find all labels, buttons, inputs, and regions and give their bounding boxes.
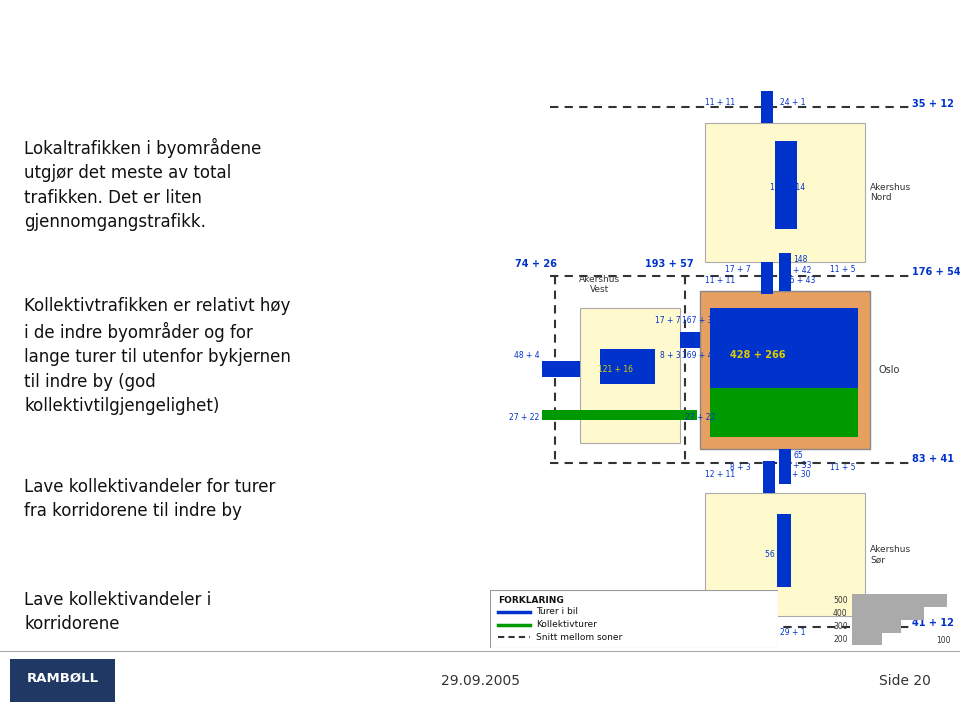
Text: Akershus
Sør: Akershus Sør <box>871 545 911 564</box>
Bar <box>775 141 797 229</box>
Bar <box>852 607 924 620</box>
Text: 29.09.2005: 29.09.2005 <box>441 674 519 688</box>
Bar <box>780 253 791 291</box>
Text: 172 + 14: 172 + 14 <box>770 183 805 193</box>
Text: 29 + 1: 29 + 1 <box>780 628 805 637</box>
Text: 27 + 22: 27 + 22 <box>510 413 540 422</box>
Text: Akershus
Nord: Akershus Nord <box>871 183 911 202</box>
Bar <box>852 620 901 633</box>
Bar <box>680 332 700 348</box>
Text: 83 + 41: 83 + 41 <box>912 455 954 464</box>
Text: Lave kollektivandeler for turer
fra korridorene til indre by: Lave kollektivandeler for turer fra korr… <box>24 478 276 520</box>
Bar <box>705 493 865 616</box>
Bar <box>580 309 680 443</box>
Text: 300: 300 <box>833 622 848 631</box>
Text: FORKLARING: FORKLARING <box>498 595 564 605</box>
Text: Lokaltrafikken i byområdene
utgjør det meste av total
trafikken. Det er liten
gj: Lokaltrafikken i byområdene utgjør det m… <box>24 138 261 231</box>
Bar <box>710 388 858 437</box>
Bar <box>710 309 858 388</box>
Bar <box>777 515 791 587</box>
Text: 148
+ 42: 148 + 42 <box>793 256 811 275</box>
Text: 193 + 57: 193 + 57 <box>645 259 693 269</box>
Text: RAMBØLL: RAMBØLL <box>26 671 99 685</box>
Text: 12 + 11: 12 + 11 <box>705 628 735 637</box>
Text: 8 + 3: 8 + 3 <box>660 350 681 360</box>
Text: 65
+ 33: 65 + 33 <box>793 451 811 470</box>
Bar <box>541 361 580 377</box>
Text: 17 + 7: 17 + 7 <box>655 316 681 324</box>
Text: 56 + 8: 56 + 8 <box>765 549 791 559</box>
Text: 500: 500 <box>833 596 848 605</box>
Text: Akershus
Vest: Akershus Vest <box>579 275 620 295</box>
Text: 71 + 30: 71 + 30 <box>780 470 810 479</box>
Bar <box>705 123 865 261</box>
Text: 166 + 43: 166 + 43 <box>780 276 815 285</box>
Text: Side 20: Side 20 <box>879 674 931 688</box>
Bar <box>852 633 882 646</box>
Text: 167 + 35: 167 + 35 <box>682 316 717 324</box>
Text: 12 + 11: 12 + 11 <box>705 470 735 479</box>
Text: 121 + 16: 121 + 16 <box>598 365 633 374</box>
Text: 11 + 11: 11 + 11 <box>705 98 735 107</box>
Bar <box>763 461 775 493</box>
Text: Reisemønsteret: Reisemønsteret <box>21 27 238 55</box>
Bar <box>700 291 871 449</box>
Text: 11 + 5: 11 + 5 <box>830 463 855 472</box>
Text: 24 + 1: 24 + 1 <box>780 98 805 107</box>
Text: 400: 400 <box>833 609 848 618</box>
Text: 100: 100 <box>936 636 950 646</box>
Text: Snitt mellom soner: Snitt mellom soner <box>536 633 622 642</box>
Text: 27 + 22: 27 + 22 <box>684 413 715 422</box>
Bar <box>780 449 791 484</box>
Text: 200: 200 <box>833 634 848 644</box>
Bar <box>763 616 775 646</box>
Text: 48 + 4: 48 + 4 <box>514 350 540 360</box>
Text: Turer i bil: Turer i bil <box>536 607 578 617</box>
Text: 74 + 26: 74 + 26 <box>515 259 557 269</box>
Bar <box>852 595 948 607</box>
Text: 8 + 3: 8 + 3 <box>730 463 751 472</box>
Text: 11 + 5: 11 + 5 <box>830 266 855 274</box>
Text: 11 + 11: 11 + 11 <box>705 276 735 285</box>
Text: 35 + 12: 35 + 12 <box>912 98 954 108</box>
Text: Kollektivturer: Kollektivturer <box>536 620 596 629</box>
Text: 169 + 46: 169 + 46 <box>682 350 717 360</box>
Text: 428 + 266: 428 + 266 <box>730 350 785 360</box>
Bar <box>600 349 655 384</box>
Text: 176 + 54: 176 + 54 <box>912 267 960 277</box>
Text: Oslo: Oslo <box>878 365 900 375</box>
Bar <box>761 261 773 295</box>
Text: Lave kollektivandeler i
korridorene: Lave kollektivandeler i korridorene <box>24 591 211 634</box>
Bar <box>10 658 115 702</box>
Bar <box>541 410 697 420</box>
Text: 41 + 12: 41 + 12 <box>912 618 954 628</box>
Text: 17 + 7: 17 + 7 <box>725 266 751 274</box>
Text: Kollektivtrafikken er relativt høy
i de indre byområder og for
lange turer til u: Kollektivtrafikken er relativt høy i de … <box>24 297 291 415</box>
Bar <box>761 91 773 123</box>
